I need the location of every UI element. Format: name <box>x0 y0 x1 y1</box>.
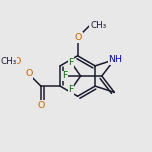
Text: F: F <box>68 58 74 67</box>
Text: O: O <box>37 101 45 110</box>
Text: F: F <box>62 71 67 81</box>
Text: NH: NH <box>108 55 123 64</box>
Text: CH₃: CH₃ <box>1 57 17 66</box>
Text: CH₃: CH₃ <box>90 21 106 30</box>
Text: methyl: methyl <box>11 62 16 63</box>
Text: F: F <box>68 85 74 94</box>
Text: O: O <box>75 33 82 42</box>
Text: O: O <box>25 69 32 78</box>
Text: O: O <box>13 57 21 66</box>
